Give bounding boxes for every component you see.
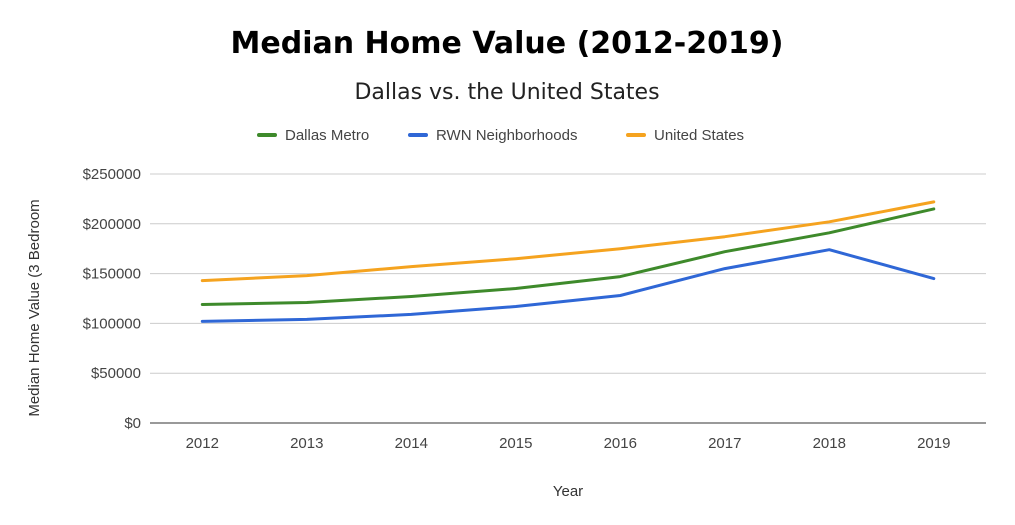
legend: Dallas Metro RWN Neighborhoods United Stat… [257,127,744,144]
y-axis-ticks: $0 $50000 $100000 $150000 $200000 $250000 [83,166,141,432]
x-tick-label: 2018 [813,435,846,452]
y-tick-label: $150000 [83,266,141,283]
x-tick-label: 2012 [186,435,219,452]
x-tick-label: 2016 [604,435,637,452]
legend-label-dallas-metro: Dallas Metro [285,127,369,144]
legend-label-rwn-neighborhoods: RWN Neighborhoods [436,127,577,144]
x-tick-label: 2015 [499,435,532,452]
gridlines [150,173,986,424]
series-lines [200,200,936,323]
series-line-rwn-neighborhoods [200,248,936,323]
x-tick-label: 2019 [917,435,950,452]
legend-label-united-states: United States [654,127,744,144]
x-tick-label: 2017 [708,435,741,452]
x-tick-label: 2014 [395,435,428,452]
chart-subtitle: Dallas vs. the United States [354,80,659,105]
y-axis-title: Median Home Value (3 Bedroom [26,199,43,416]
series-line-united-states [200,200,936,283]
y-tick-label: $250000 [83,166,141,183]
x-axis-title: Year [553,483,583,500]
y-tick-label: $50000 [91,365,141,382]
y-tick-label: $200000 [83,216,141,233]
y-tick-label: $0 [124,415,141,432]
x-axis-ticks: 2012 2013 2014 2015 2016 2017 2018 2019 [186,435,951,452]
x-tick-label: 2013 [290,435,323,452]
chart-title: Median Home Value (2012-2019) [231,26,784,61]
y-tick-label: $100000 [83,315,141,332]
series-line-dallas-metro [200,207,936,306]
